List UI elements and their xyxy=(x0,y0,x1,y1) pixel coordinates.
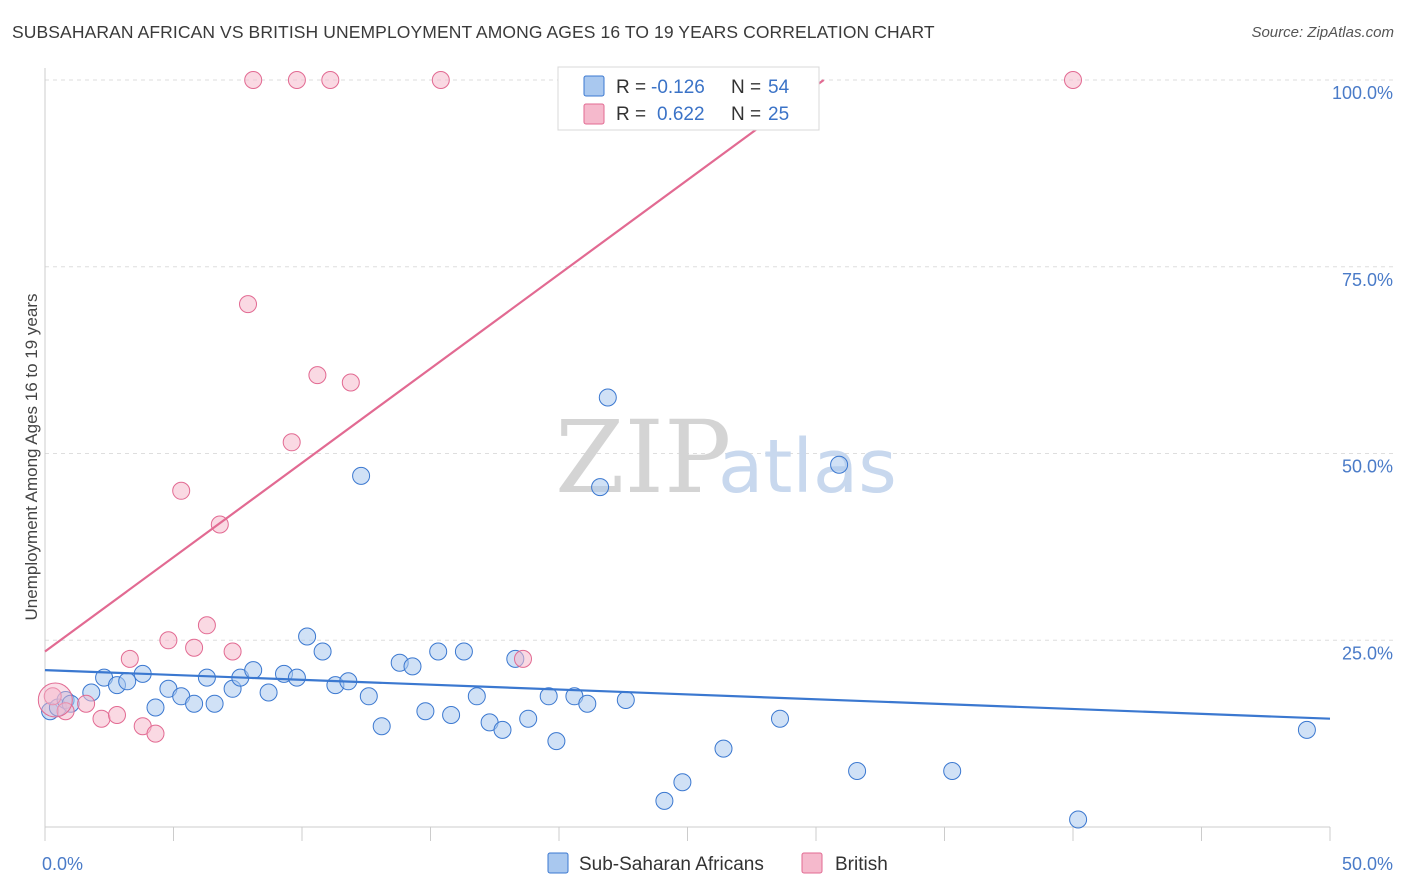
point-subsaharan-50 xyxy=(830,455,849,474)
point-subsaharan-40 xyxy=(547,732,566,751)
watermark-zip: ZIP xyxy=(555,399,731,516)
chart-source: Source: ZipAtlas.com xyxy=(1251,24,1394,41)
point-subsaharan-44 xyxy=(598,388,617,407)
point-british-16 xyxy=(282,433,301,452)
point-subsaharan-43 xyxy=(591,478,610,497)
point-british-3 xyxy=(92,709,111,728)
watermark-atlas: atlas xyxy=(718,424,897,510)
point-british-10 xyxy=(185,638,204,657)
legend-n-value-2: 25 xyxy=(768,104,789,125)
point-british-15 xyxy=(244,71,263,89)
y-tick-label-0: 25.0% xyxy=(1342,643,1393,663)
point-subsaharan-21 xyxy=(298,627,317,646)
legend-n-label-1: N = xyxy=(731,77,761,98)
point-subsaharan-36 xyxy=(493,720,512,739)
point-british-18 xyxy=(308,366,327,385)
chart-title: SUBSAHARAN AFRICAN VS BRITISH UNEMPLOYME… xyxy=(12,22,935,42)
point-british-cluster xyxy=(37,682,73,718)
point-subsaharan-38 xyxy=(519,709,538,728)
point-british-13 xyxy=(223,642,242,661)
point-subsaharan-49 xyxy=(771,709,789,728)
point-subsaharan-34 xyxy=(467,687,486,706)
point-subsaharan-25 xyxy=(352,466,371,485)
point-subsaharan-52 xyxy=(943,762,962,780)
point-subsaharan-31 xyxy=(429,642,448,661)
legend-n-value-1: 54 xyxy=(768,77,790,98)
point-subsaharan-27 xyxy=(372,717,391,736)
x-tick-label-0: 0.0% xyxy=(42,854,83,874)
point-subsaharan-53 xyxy=(1069,810,1088,829)
y-tick-label-3: 100.0% xyxy=(1332,83,1393,103)
trend-line-subsaharan xyxy=(44,669,1331,720)
point-subsaharan-29 xyxy=(403,657,422,676)
bottom-legend-swatch-blue xyxy=(547,852,569,874)
point-british-23 xyxy=(1064,71,1082,89)
point-british-2 xyxy=(77,694,96,713)
point-british-11 xyxy=(197,616,216,635)
correlation-legend: R = -0.126 N = 54 R = 0.622 N = 25 xyxy=(557,66,820,131)
point-subsaharan-51 xyxy=(848,762,867,780)
point-british-9 xyxy=(172,481,191,500)
point-subsaharan-39 xyxy=(539,687,558,706)
point-british-4 xyxy=(108,706,126,724)
point-subsaharan-54 xyxy=(1297,720,1316,739)
y-tick-label-1: 50.0% xyxy=(1342,457,1393,477)
point-subsaharan-18 xyxy=(259,683,278,702)
series-legend: Sub-Saharan Africans British xyxy=(547,852,888,875)
point-subsaharan-32 xyxy=(442,706,461,724)
bottom-legend-swatch-pink xyxy=(801,852,823,874)
legend-r-label-2: R = xyxy=(616,104,646,125)
point-subsaharan-7 xyxy=(118,672,137,691)
point-british-22 xyxy=(514,649,532,668)
point-subsaharan-33 xyxy=(454,642,473,661)
point-subsaharan-47 xyxy=(673,773,692,792)
bottom-legend-label-1: Sub-Saharan Africans xyxy=(579,854,764,875)
point-subsaharan-26 xyxy=(359,687,378,706)
data-points xyxy=(37,71,1316,829)
y-tick-label-2: 75.0% xyxy=(1342,270,1393,290)
point-british-7 xyxy=(146,724,165,743)
point-subsaharan-45 xyxy=(616,691,635,709)
point-british-21 xyxy=(431,71,450,89)
legend-r-value-1: -0.126 xyxy=(651,77,705,98)
y-axis-label: Unemployment Among Ages 16 to 19 years xyxy=(22,294,41,621)
point-subsaharan-13 xyxy=(197,668,216,687)
point-subsaharan-12 xyxy=(185,694,204,713)
point-british-17 xyxy=(287,71,306,89)
bottom-legend-label-2: British xyxy=(835,854,888,875)
y-tick-labels: 25.0% 50.0% 75.0% 100.0% xyxy=(1332,83,1393,663)
trend-lines xyxy=(44,79,1331,720)
point-subsaharan-20 xyxy=(287,668,306,687)
point-subsaharan-22 xyxy=(313,642,332,661)
point-subsaharan-46 xyxy=(655,791,674,810)
point-british-5 xyxy=(120,649,139,668)
point-subsaharan-17 xyxy=(244,661,263,680)
point-subsaharan-42 xyxy=(578,694,597,713)
point-subsaharan-48 xyxy=(714,739,733,758)
point-british-14 xyxy=(239,295,257,314)
legend-n-label-2: N = xyxy=(731,104,761,125)
point-subsaharan-30 xyxy=(416,702,435,721)
legend-swatch-blue xyxy=(583,75,605,97)
legend-r-label-1: R = xyxy=(616,77,646,98)
x-tick-labels: 0.0% 50.0% xyxy=(42,854,1393,874)
point-british-20 xyxy=(341,373,360,392)
point-subsaharan-9 xyxy=(146,698,165,717)
legend-r-value-2: 0.622 xyxy=(657,104,705,125)
point-british-19 xyxy=(321,71,340,89)
point-subsaharan-14 xyxy=(205,694,224,713)
point-british-0 xyxy=(43,687,62,706)
gridlines xyxy=(45,79,1395,641)
point-british-8 xyxy=(159,631,178,650)
legend-swatch-pink xyxy=(583,103,605,125)
x-tick-label-1: 50.0% xyxy=(1342,854,1393,874)
trend-line-british xyxy=(44,79,825,653)
